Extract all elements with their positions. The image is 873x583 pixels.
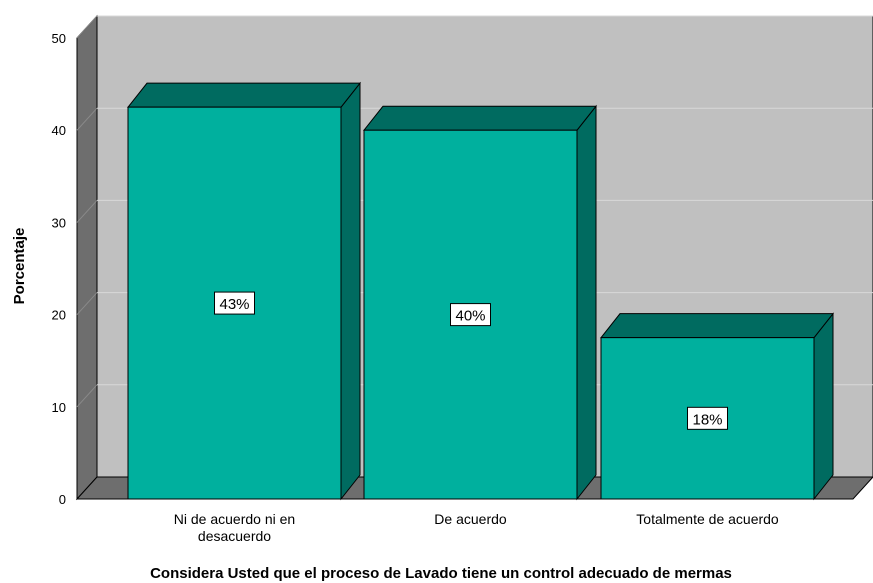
y-tick-label: 50	[52, 31, 66, 46]
plot-side-wall	[76, 14, 98, 501]
x-axis-title: Considera Usted que el proceso de Lavado…	[150, 565, 732, 582]
gridline-side	[76, 292, 98, 315]
bar: 43%	[126, 81, 362, 501]
x-tick-label: desacuerdo	[198, 528, 271, 544]
x-tick-label: Ni de acuerdo ni en	[174, 511, 295, 527]
bar-side	[576, 104, 597, 501]
x-tick-label: De acuerdo	[434, 511, 507, 527]
y-tick-label: 40	[52, 123, 66, 138]
gridline-side	[76, 384, 98, 408]
data-label: 18%	[692, 411, 722, 428]
gridline-side	[76, 200, 98, 223]
bar: 40%	[362, 104, 598, 501]
y-tick-label: 30	[52, 215, 66, 230]
data-label-box	[450, 303, 491, 327]
y-tick-label: 0	[59, 492, 66, 507]
bars: 43% 40% 18%	[126, 81, 835, 501]
data-label-box	[214, 291, 255, 315]
bar-side	[813, 312, 834, 501]
x-tick-label: Totalmente de acuerdo	[636, 511, 779, 527]
y-tick-label: 10	[52, 400, 66, 415]
data-label: 43%	[219, 296, 249, 313]
data-label-box	[687, 406, 728, 430]
bar-top	[126, 82, 362, 108]
bar-top	[599, 313, 835, 339]
data-label: 40%	[455, 308, 485, 325]
bar: 18%	[599, 312, 835, 501]
y-axis: 0 10 20 30 40 50	[52, 31, 66, 507]
bar-top	[362, 105, 598, 131]
gridline-side	[76, 15, 98, 39]
y-tick-label: 20	[52, 308, 66, 323]
bar-side	[340, 81, 361, 501]
gridline-side	[76, 107, 98, 131]
y-axis-title: Porcentaje	[11, 228, 28, 305]
